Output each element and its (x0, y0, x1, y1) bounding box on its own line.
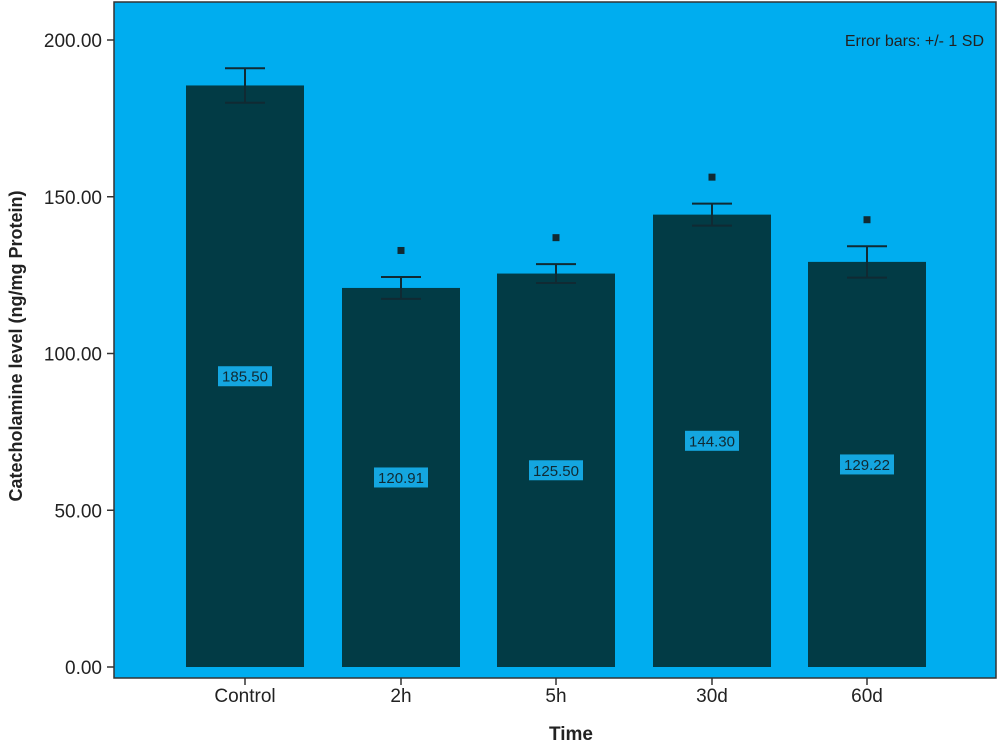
data-label: 125.50 (533, 463, 579, 480)
y-axis: 0.00 50.00 100.00 150.00 200.00 (44, 31, 114, 679)
data-label: 144.30 (689, 433, 735, 450)
significance-marker (397, 246, 405, 254)
y-tick-label: 100.00 (44, 345, 102, 366)
data-label-box (685, 430, 739, 451)
x-axis: Control 2h 5h 30d 60d (214, 678, 883, 707)
data-label-box (374, 467, 428, 488)
x-tick-label: 30d (696, 686, 728, 707)
error-bars-note: Error bars: +/- 1 SD (845, 33, 984, 50)
x-axis-title: Time (549, 724, 593, 742)
x-tick-label: 2h (390, 686, 411, 707)
y-tick-label: 50.00 (54, 501, 102, 522)
y-tick-label: 0.00 (65, 658, 102, 679)
bars: 185.50 120.91 125.50 144.30 129.22 (186, 67, 926, 667)
y-axis-title: Catecholamine level (ng/mg Protein) (6, 190, 26, 501)
data-label-box (840, 454, 894, 475)
significance-marker (708, 173, 716, 181)
x-tick-label: Control (214, 686, 275, 707)
significance-marker (552, 234, 560, 242)
data-label: 120.91 (378, 470, 424, 487)
significance-marker (863, 216, 871, 224)
x-tick-label: 5h (545, 686, 566, 707)
data-label: 185.50 (222, 369, 268, 386)
y-tick-label: 150.00 (44, 188, 102, 209)
data-label-box (529, 460, 583, 481)
x-tick-label: 60d (851, 686, 883, 707)
data-label-box (218, 366, 272, 387)
data-label: 129.22 (844, 457, 890, 474)
y-tick-label: 200.00 (44, 31, 102, 52)
